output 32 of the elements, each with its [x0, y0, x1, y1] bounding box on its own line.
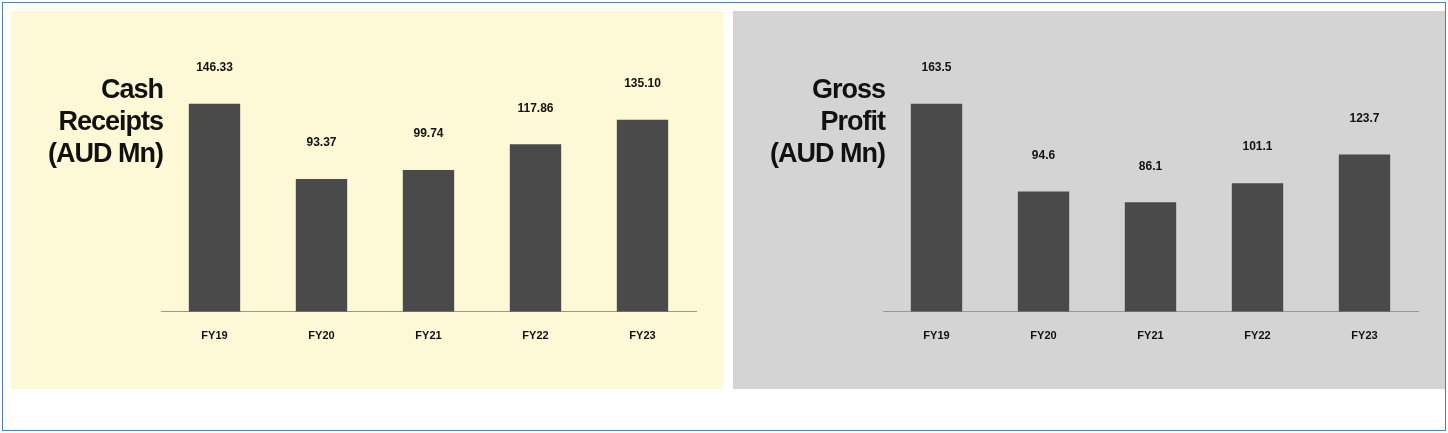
- data-label: 117.86: [517, 100, 554, 115]
- bar: [402, 170, 455, 312]
- x-tick-label: FY22: [1244, 329, 1271, 342]
- x-tick-label: FY23: [629, 329, 656, 342]
- x-tick-label: FY21: [415, 329, 442, 342]
- x-tick-label: FY23: [1351, 329, 1378, 342]
- bar: [616, 119, 669, 312]
- data-label: 123.7: [1349, 110, 1380, 125]
- x-tick-label: FY19: [923, 329, 950, 342]
- data-label: 135.10: [624, 76, 662, 91]
- x-tick-label: FY19: [201, 329, 228, 342]
- bar: [509, 144, 562, 312]
- data-label: 99.74: [413, 126, 444, 141]
- data-label: 101.1: [1242, 139, 1273, 154]
- bar: [1124, 202, 1177, 312]
- data-label: 94.6: [1031, 147, 1056, 162]
- chart-title: Cash Receipts (AUD Mn): [47, 73, 163, 169]
- data-label: 86.1: [1138, 158, 1163, 173]
- bar: [1017, 191, 1070, 312]
- x-tick-label: FY22: [522, 329, 549, 342]
- data-label: 146.33: [196, 60, 234, 75]
- bar: [1338, 154, 1391, 312]
- chart-title: Gross Profit (AUD Mn): [769, 73, 885, 169]
- bar: [295, 179, 348, 312]
- bar: [1231, 183, 1284, 312]
- data-label: 93.37: [306, 135, 337, 150]
- bar: [188, 103, 241, 312]
- x-tick-label: FY20: [1030, 329, 1057, 342]
- data-label: 163.5: [921, 60, 952, 75]
- bar: [910, 103, 963, 312]
- x-tick-label: FY20: [308, 329, 335, 342]
- x-tick-label: FY21: [1137, 329, 1164, 342]
